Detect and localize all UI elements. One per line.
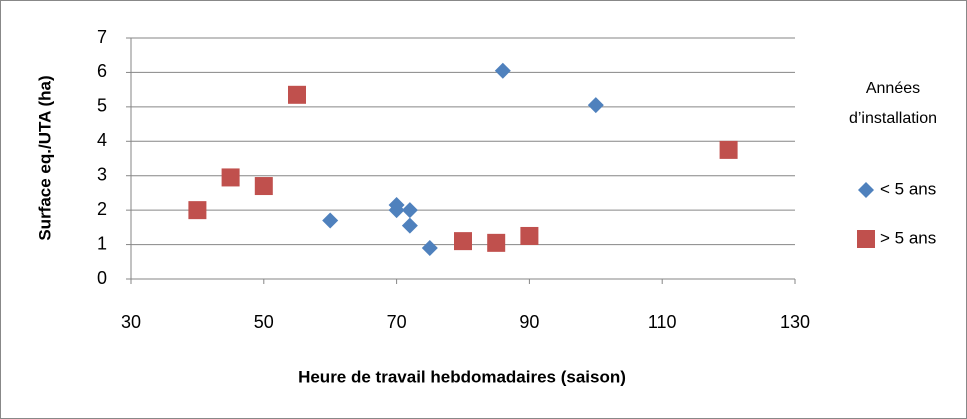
x-tick-label: 50	[254, 312, 274, 332]
point	[487, 233, 506, 252]
point	[454, 232, 472, 251]
y-tick-label: 1	[97, 233, 107, 253]
y-tick-label: 2	[97, 199, 107, 219]
y-tick-label: 7	[97, 27, 107, 47]
point	[520, 226, 539, 245]
legend-label: > 5 ans	[880, 228, 936, 247]
point	[494, 62, 511, 79]
legend-marker	[857, 230, 875, 248]
x-tick-label: 90	[519, 312, 539, 332]
x-tick-label: 130	[780, 312, 810, 332]
point	[401, 202, 418, 219]
point	[254, 177, 273, 196]
x-tick-label: 110	[648, 312, 677, 332]
point	[421, 240, 438, 257]
y-tick-label: 6	[97, 61, 107, 81]
y-tick-label: 5	[97, 96, 107, 116]
x-tick-label: 30	[121, 312, 141, 332]
point	[221, 168, 240, 187]
legend-marker	[858, 182, 874, 198]
y-tick-label: 0	[97, 268, 107, 288]
y-tick-label: 3	[97, 164, 107, 184]
y-axis-title: Surface eq./UTA (ha)	[35, 75, 54, 240]
point	[587, 97, 604, 114]
x-tick-label: 70	[387, 312, 407, 332]
legend-label: < 5 ans	[880, 179, 936, 198]
point	[719, 140, 738, 159]
point	[288, 85, 306, 104]
x-axis-title: Heure de travail hebdomadaires (saison)	[298, 367, 626, 386]
point	[188, 201, 207, 220]
point	[401, 217, 418, 234]
y-tick-label: 4	[97, 130, 107, 150]
point	[322, 212, 339, 229]
legend-title: Années d’installation	[848, 80, 938, 127]
point	[388, 202, 405, 219]
